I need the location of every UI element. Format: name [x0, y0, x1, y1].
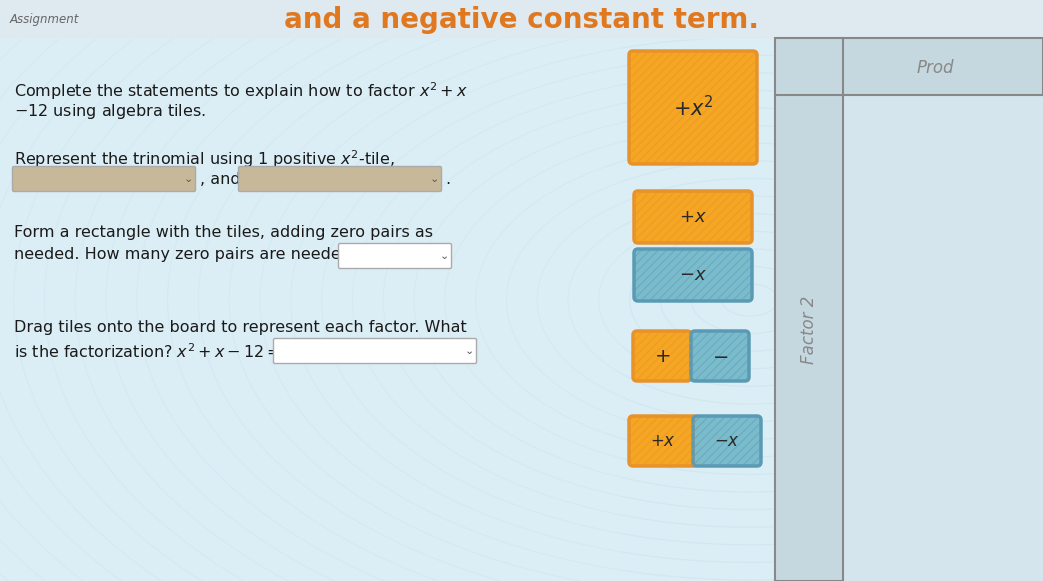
Text: is the factorization? $x^2 + x - 12 =$: is the factorization? $x^2 + x - 12 =$ — [14, 342, 281, 361]
Text: $+x$: $+x$ — [650, 432, 676, 450]
Text: $-x$: $-x$ — [714, 432, 739, 450]
Text: .: . — [445, 171, 451, 187]
FancyBboxPatch shape — [693, 416, 761, 466]
FancyBboxPatch shape — [633, 331, 692, 381]
Text: Represent the trinomial using 1 positive $x^2$-tile,: Represent the trinomial using 1 positive… — [14, 148, 394, 170]
Text: ⌄: ⌄ — [184, 174, 193, 184]
Text: ⌄: ⌄ — [439, 251, 448, 261]
Text: $+x$: $+x$ — [679, 208, 707, 226]
Bar — [843, 95, 1043, 581]
FancyBboxPatch shape — [239, 167, 441, 192]
FancyBboxPatch shape — [13, 167, 195, 192]
Text: , and: , and — [200, 171, 241, 187]
Text: and a negative constant term.: and a negative constant term. — [284, 6, 759, 34]
Text: ⌄: ⌄ — [464, 346, 474, 356]
FancyBboxPatch shape — [629, 51, 757, 164]
Text: $+$: $+$ — [654, 346, 671, 365]
FancyBboxPatch shape — [634, 191, 752, 243]
Text: Drag tiles onto the board to represent each factor. What: Drag tiles onto the board to represent e… — [14, 320, 467, 335]
Text: Complete the statements to explain how to factor $x^2 + x$: Complete the statements to explain how t… — [14, 80, 468, 102]
Text: Form a rectangle with the tiles, adding zero pairs as: Form a rectangle with the tiles, adding … — [14, 225, 433, 240]
FancyBboxPatch shape — [634, 249, 752, 301]
Text: ⌄: ⌄ — [430, 174, 439, 184]
Text: needed. How many zero pairs are needed?: needed. How many zero pairs are needed? — [14, 247, 360, 262]
FancyBboxPatch shape — [339, 243, 452, 268]
FancyBboxPatch shape — [692, 331, 749, 381]
Text: Assignment: Assignment — [10, 13, 79, 27]
FancyBboxPatch shape — [273, 339, 477, 364]
Text: $-x$: $-x$ — [679, 266, 707, 284]
Bar — [775, 38, 1043, 581]
Text: $- 12$ using algebra tiles.: $- 12$ using algebra tiles. — [14, 102, 205, 121]
Text: $-$: $-$ — [712, 346, 728, 365]
FancyBboxPatch shape — [629, 416, 697, 466]
Text: Factor 2: Factor 2 — [800, 296, 818, 364]
Text: Prod: Prod — [916, 59, 953, 77]
Text: $+x^2$: $+x^2$ — [673, 95, 713, 120]
